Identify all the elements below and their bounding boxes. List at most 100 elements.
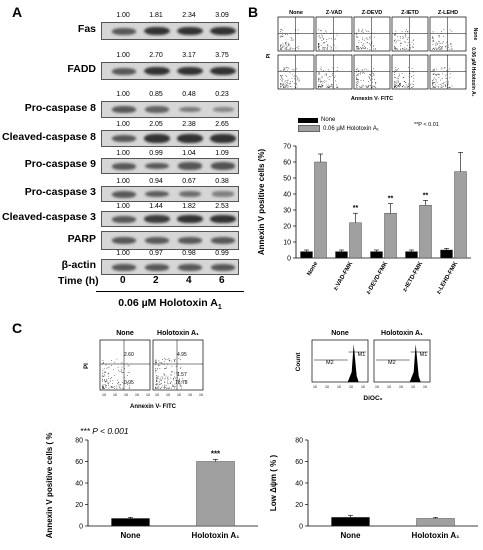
- blot-band-1-3: [210, 66, 236, 76]
- flow-b-header-0: None: [289, 10, 303, 16]
- blot-band-1-1: [144, 66, 170, 76]
- panel-b-letter: B: [248, 4, 259, 20]
- flow-c-ylabel: PI: [84, 363, 90, 369]
- x-label-1: z-VAD-FMK: [333, 260, 355, 291]
- flow-b-bottom-0-frame: [277, 54, 315, 90]
- blot-band-4-3: [210, 162, 236, 170]
- panel-c-annexin-bar-chart: 0 20 40 60 80 Annexin V positive cells ( % ) N…: [45, 430, 258, 540]
- blot-band-6-3: [210, 215, 236, 223]
- flow-b-top-0-frame: [277, 16, 315, 52]
- flow-b-header-1: Z-VAD: [326, 10, 342, 16]
- y-tick-label-3: 60: [75, 459, 83, 466]
- y-tick-label-0: 0: [79, 524, 83, 531]
- blot-band-6-0: [112, 215, 136, 223]
- densitometry-value-6-2: 1.82: [182, 203, 196, 210]
- blot-band-3-0: [112, 135, 136, 142]
- bar-2-1: [384, 212, 397, 259]
- flow-b-top-4-frame: [429, 16, 467, 52]
- blot-band-5-3: [212, 191, 234, 197]
- blot-label-7: PARP: [67, 232, 96, 245]
- flow-b-bottom-0: [277, 54, 315, 90]
- blot-band-2-3: [212, 107, 234, 112]
- hist-c-xlabel: DiOC₆: [363, 395, 382, 402]
- blot-band-1-2: [177, 66, 203, 76]
- blot-band-3-1: [144, 134, 170, 143]
- treatment-bracket: [96, 291, 244, 292]
- hist-c-xtick-0-3: 10: [349, 385, 353, 389]
- flow-b-bottom-4: [429, 54, 467, 90]
- densitometry-value-4-3: 1.09: [215, 150, 229, 157]
- flow-b-side-top: None: [472, 28, 478, 41]
- densitometry-value-3-1: 2.05: [149, 121, 163, 128]
- blot-band-2-1: [145, 106, 169, 113]
- flow-c-quad-ur-1: 4.95: [177, 352, 187, 358]
- flow-b-header-2: Z-DEVD: [362, 10, 383, 16]
- x-label-1: Holotoxin A₁: [412, 531, 461, 540]
- blot-band-7-1: [145, 237, 169, 244]
- flow-c-xtick-0-4: 10: [146, 393, 150, 397]
- flow-b-bottom-2-frame: [353, 54, 391, 90]
- hist-c-ylabel: Count: [295, 352, 302, 372]
- bar-4-1: [454, 171, 467, 259]
- flow-b-top-3: [391, 16, 429, 52]
- time-axis-label: Time (h): [58, 275, 99, 287]
- flow-b-top-2: [353, 16, 391, 52]
- panel-b-bar-chart: 0 10 20 30 40 50 60 70 Annexin V positive cells …: [257, 144, 471, 296]
- bar-3-0: [405, 251, 418, 259]
- flow-b-header-4: Z-LEHD: [438, 10, 458, 16]
- densitometry-value-3-0: 1.00: [116, 121, 130, 128]
- blot-strip-8: [101, 259, 239, 275]
- hist-c-m2-0: M2: [326, 360, 334, 366]
- blot-label-2: Pro-caspase 8: [24, 101, 96, 114]
- bar-1-0: [196, 461, 235, 527]
- treatment-label: 0.06 µM Holotoxin A1: [118, 297, 222, 312]
- flow-c-plot-0: [99, 339, 151, 391]
- blot-band-8-2: [178, 263, 202, 271]
- hist-c-xtick-1-4: 10: [423, 385, 427, 389]
- time-value-2: 4: [186, 275, 192, 286]
- panel-a-letter: A: [12, 4, 23, 20]
- densitometry-value-7-3: 0.99: [215, 250, 229, 257]
- x-label-1: Holotoxin A₁: [192, 531, 241, 540]
- y-tick-label-4: 80: [295, 438, 303, 445]
- flow-c-header-1: Holotoxin A₁: [157, 330, 199, 337]
- panel-c-histograms: None M2 M1 10 10 10 10 10 Holotoxin A₁ M2 M1 10 10 10…: [295, 330, 431, 402]
- y-tick-label-6: 60: [283, 160, 291, 167]
- significance-1: ***: [211, 449, 221, 458]
- flow-c-quad-ll-1: 78.78: [175, 380, 188, 386]
- flow-c-xtick-1-0: 10: [155, 393, 159, 397]
- hist-c-xtick-0-1: 10: [325, 385, 329, 389]
- densitometry-value-5-3: 0.38: [215, 178, 229, 185]
- panel-c-pvalue: *** P < 0.001: [80, 426, 129, 436]
- blot-band-5-2: [178, 190, 202, 197]
- y-tick-label-3: 30: [283, 208, 291, 215]
- panel-c-flow-plots: None Holotoxin A₁ 2.60 4.95 0.95 1.57 78.78 10 1…: [84, 330, 204, 410]
- flow-c-xtick-0-1: 10: [113, 393, 117, 397]
- significance-2: **: [388, 196, 394, 203]
- significance-1: **: [353, 205, 359, 212]
- densitometry-value-4-2: 1.04: [182, 150, 196, 157]
- blot-label-4: Pro-caspase 9: [24, 158, 96, 170]
- flow-b-ylabel: PI: [266, 53, 272, 58]
- bar-1-0: [416, 518, 455, 527]
- y-tick-label-2: 40: [295, 481, 303, 488]
- densitometry-value-0-2: 2.34: [182, 12, 196, 19]
- panel-c-potential-bar-chart: 0 20 40 60 80 Low Δψm ( % ) None Holotoxin A₁: [269, 438, 478, 540]
- bar-1-0: [335, 251, 348, 259]
- y-tick-label-1: 20: [75, 502, 83, 509]
- blot-strip-6: [101, 211, 239, 227]
- hist-c-xtick-0-4: 10: [361, 385, 365, 389]
- densitometry-value-5-2: 0.67: [182, 178, 196, 185]
- blot-band-6-1: [144, 215, 170, 223]
- x-label-3: z-IETD-FMK: [402, 260, 424, 293]
- bar-0-0: [300, 251, 313, 259]
- panel-b-flow-plots: None Z-VAD Z-DEVD Z-IETD Z-LEHD None 0.06 µM H…: [266, 10, 478, 102]
- y-tick-label-2: 40: [75, 481, 83, 488]
- densitometry-value-5-1: 0.94: [149, 178, 163, 185]
- y-tick-label-0: 0: [287, 256, 291, 263]
- panel-b-pvalue: **P < 0.01: [414, 122, 439, 128]
- blot-band-5-0: [112, 190, 136, 198]
- blot-band-0-1: [144, 26, 170, 36]
- blot-band-7-2: [178, 237, 202, 244]
- y-tick-label-4: 80: [75, 438, 83, 445]
